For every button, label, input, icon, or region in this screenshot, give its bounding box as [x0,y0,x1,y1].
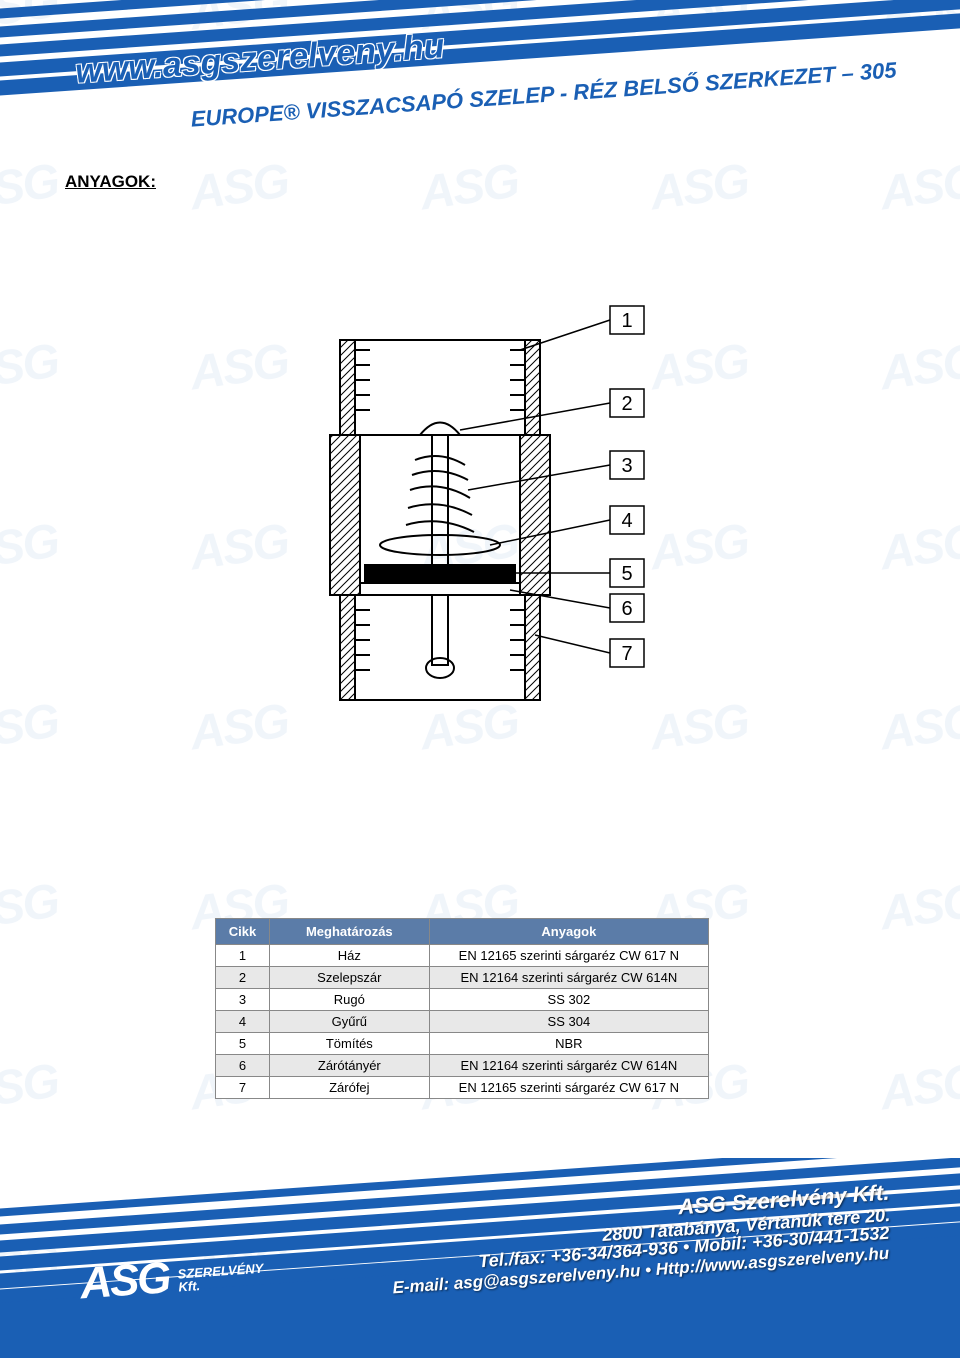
table-cell: SS 304 [429,1011,708,1033]
svg-text:3: 3 [621,455,632,477]
col-header: Meghatározás [269,919,429,945]
logo-sub: SZERELVÉNY Kft. [177,1262,265,1294]
table-cell: 6 [216,1055,270,1077]
svg-text:4: 4 [621,510,632,532]
table-cell: Ház [269,945,429,967]
table-cell: 4 [216,1011,270,1033]
table-cell: Zárófej [269,1077,429,1099]
table-cell: SS 302 [429,989,708,1011]
materials-table: CikkMeghatározásAnyagok 1HázEN 12165 sze… [215,918,709,1099]
table-cell: NBR [429,1033,708,1055]
logo-text: ASG [78,1253,171,1308]
table-cell: 3 [216,989,270,1011]
table-row: 4GyűrűSS 304 [216,1011,709,1033]
table-cell: EN 12164 szerinti sárgaréz CW 614N [429,967,708,989]
table-cell: EN 12164 szerinti sárgaréz CW 614N [429,1055,708,1077]
table-cell: Tömítés [269,1033,429,1055]
table-cell: Szelepszár [269,967,429,989]
col-header: Anyagok [429,919,708,945]
table-row: 2SzelepszárEN 12164 szerinti sárgaréz CW… [216,967,709,989]
svg-text:2: 2 [621,393,632,415]
svg-text:5: 5 [621,563,632,585]
svg-text:6: 6 [621,598,632,620]
table-cell: 5 [216,1033,270,1055]
table-cell: EN 12165 szerinti sárgaréz CW 617 N [429,1077,708,1099]
col-header: Cikk [216,919,270,945]
svg-text:7: 7 [621,643,632,665]
valve-diagram: 1 2 3 4 5 6 7 [310,290,680,720]
table-row: 7ZárófejEN 12165 szerinti sárgaréz CW 61… [216,1077,709,1099]
table-cell: EN 12165 szerinti sárgaréz CW 617 N [429,945,708,967]
table-cell: 1 [216,945,270,967]
table-cell: Gyűrű [269,1011,429,1033]
table-row: 1HázEN 12165 szerinti sárgaréz CW 617 N [216,945,709,967]
table-row: 5TömítésNBR [216,1033,709,1055]
logo-sub2: Kft. [178,1278,201,1294]
table-cell: Zárótányér [269,1055,429,1077]
table-row: 6ZárótányérEN 12164 szerinti sárgaréz CW… [216,1055,709,1077]
svg-text:1: 1 [621,310,632,332]
table-row: 3RugóSS 302 [216,989,709,1011]
table-cell: 2 [216,967,270,989]
section-title: ANYAGOK: [65,172,156,192]
table-cell: Rugó [269,989,429,1011]
table-cell: 7 [216,1077,270,1099]
